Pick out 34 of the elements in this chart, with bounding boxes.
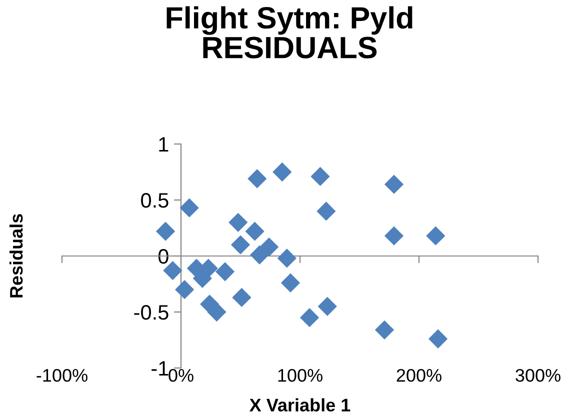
point (277, 248, 296, 268)
point (215, 262, 235, 282)
point (310, 166, 330, 186)
point (374, 320, 394, 340)
point (245, 222, 264, 241)
x-tick-label: 200% (396, 368, 442, 382)
point (272, 162, 292, 182)
x-tick-label: 300% (516, 368, 560, 382)
point (318, 296, 337, 316)
x-tick-label: 0% (168, 368, 194, 382)
x-tick-label: -100% (36, 368, 88, 382)
point (280, 273, 300, 292)
y-tick-label: -0.5 (134, 305, 168, 320)
point (156, 222, 176, 241)
y-axis-title: Residuals (9, 214, 23, 298)
y-tick-label: 0.5 (141, 193, 168, 208)
point (248, 169, 267, 188)
x-tick-label: 100% (278, 368, 322, 382)
point (232, 288, 252, 308)
chart-title: Flight Sytm: Pyld RESIDUALS (166, 6, 412, 58)
point (428, 329, 448, 348)
point (316, 202, 336, 221)
point (180, 198, 199, 218)
y-tick-label: 1 (159, 137, 168, 152)
point (426, 226, 446, 246)
x-axis-title: X Variable 1 (249, 398, 350, 412)
point (228, 212, 248, 232)
point (300, 308, 320, 328)
point (384, 174, 404, 194)
y-tick-label: -1 (152, 361, 168, 376)
point (259, 237, 279, 257)
point (174, 280, 194, 300)
point (384, 226, 404, 246)
point (230, 235, 250, 254)
